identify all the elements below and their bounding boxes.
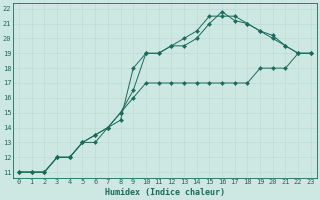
X-axis label: Humidex (Indice chaleur): Humidex (Indice chaleur) <box>105 188 225 197</box>
